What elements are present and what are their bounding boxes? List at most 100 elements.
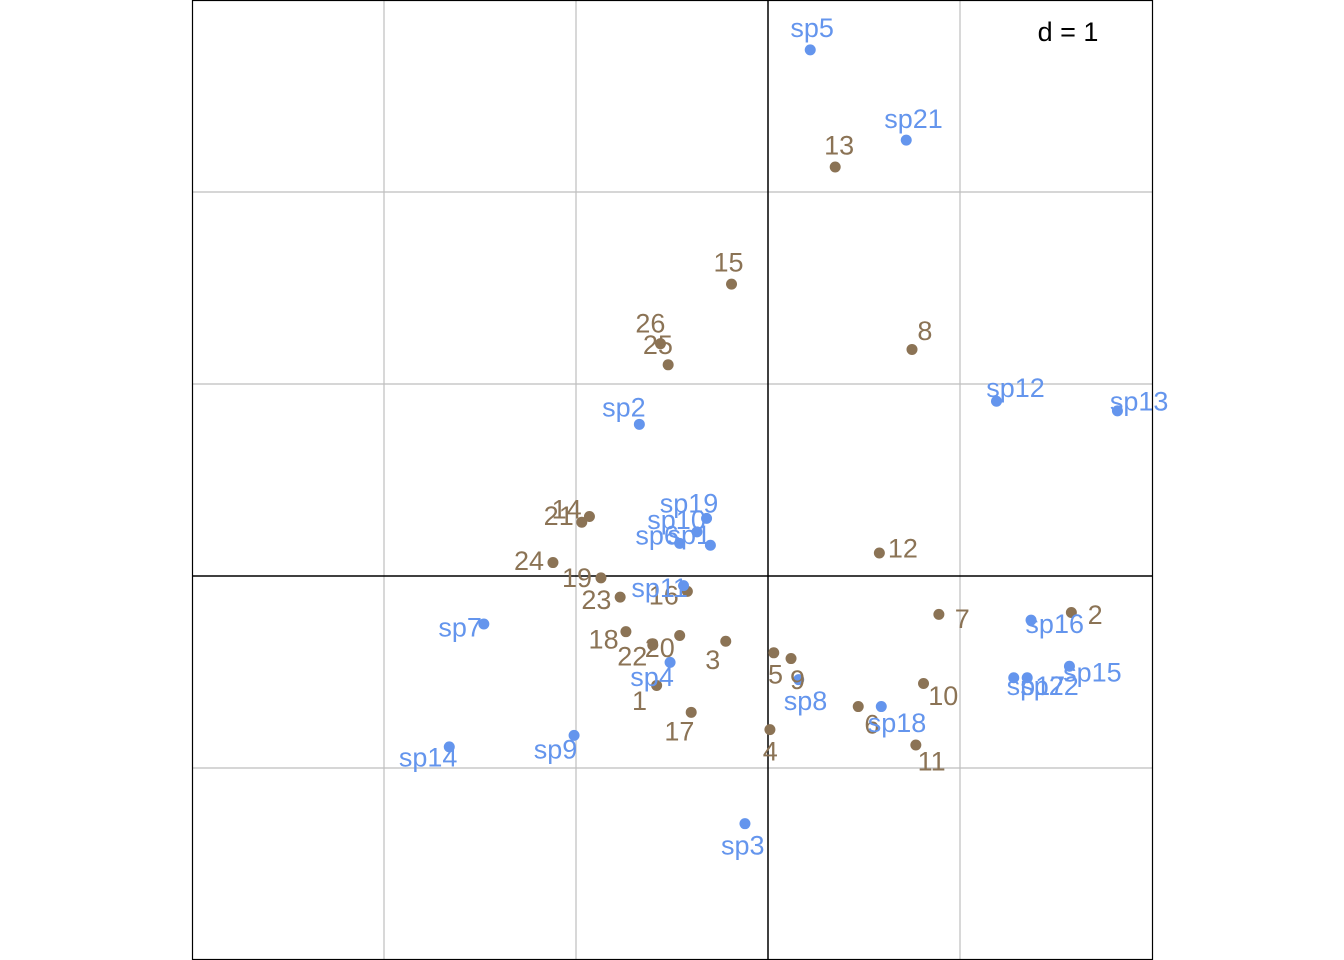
site-point-14 [583, 510, 595, 522]
site-label-1: 1 [632, 686, 647, 716]
site-point-7 [933, 608, 945, 620]
site-point-15 [726, 278, 738, 290]
species-label-sp12: sp12 [986, 373, 1045, 403]
site-point-9 [785, 653, 797, 665]
point-labels: 1234567891011121314151617181920212223242… [399, 13, 1169, 861]
species-point-sp18 [875, 701, 887, 713]
site-point-8 [906, 343, 918, 355]
species-point-sp8 [793, 674, 805, 686]
species-label-sp2: sp2 [602, 393, 646, 423]
data-points [443, 44, 1123, 830]
site-label-10: 10 [928, 681, 958, 711]
species-point-sp6 [674, 537, 686, 549]
species-label-sp6: sp6 [635, 521, 679, 551]
species-point-sp1 [704, 539, 716, 551]
site-point-1 [651, 679, 663, 691]
species-label-sp5: sp5 [790, 13, 834, 43]
species-label-sp15: sp15 [1063, 658, 1122, 688]
species-point-sp22 [1021, 672, 1033, 684]
site-label-22: 22 [617, 641, 647, 671]
site-label-26: 26 [635, 309, 665, 339]
species-label-sp9: sp9 [534, 734, 578, 764]
site-point-26 [654, 338, 666, 350]
site-label-25: 25 [643, 330, 673, 360]
site-label-7: 7 [955, 604, 970, 634]
species-point-sp11 [678, 580, 690, 592]
site-label-15: 15 [714, 247, 744, 277]
scale-label: d = 1 [1038, 17, 1099, 47]
site-point-25 [662, 359, 674, 371]
species-label-sp16: sp16 [1025, 609, 1084, 639]
species-point-sp4 [664, 656, 676, 668]
site-label-19: 19 [562, 563, 592, 593]
species-point-sp16 [1025, 614, 1037, 626]
species-point-sp9 [568, 729, 580, 741]
species-label-sp1: sp1 [667, 520, 711, 550]
site-point-22 [647, 639, 659, 651]
site-label-13: 13 [824, 130, 854, 160]
site-point-13 [829, 161, 841, 173]
species-label-sp17: sp17 [1007, 671, 1066, 701]
site-point-3 [720, 635, 732, 647]
species-label-sp22: sp22 [1020, 671, 1079, 701]
species-point-sp15 [1063, 660, 1075, 672]
site-label-3: 3 [705, 645, 720, 675]
species-point-sp17 [1008, 672, 1020, 684]
site-label-5: 5 [768, 660, 783, 690]
species-point-sp12 [990, 395, 1002, 407]
species-point-sp3 [739, 818, 751, 830]
species-point-sp7 [478, 618, 490, 630]
species-label-sp19: sp19 [660, 488, 719, 518]
species-label-sp14: sp14 [399, 742, 458, 772]
species-label-sp11: sp11 [631, 573, 688, 603]
species-label-sp18: sp18 [868, 708, 927, 738]
species-label-sp13: sp13 [1110, 386, 1169, 416]
site-label-16: 16 [649, 580, 679, 610]
site-point-21 [576, 516, 588, 528]
site-point-10 [918, 678, 930, 690]
site-label-17: 17 [664, 716, 694, 746]
site-point-18 [620, 626, 632, 638]
site-label-12: 12 [888, 534, 918, 564]
site-point-6 [852, 701, 864, 713]
species-label-sp10: sp10 [647, 505, 706, 535]
grid-lines [192, 0, 1152, 960]
site-point-17 [685, 706, 697, 718]
species-point-sp5 [804, 44, 816, 56]
site-point-12 [873, 547, 885, 559]
species-label-sp4: sp4 [630, 662, 674, 692]
site-label-6: 6 [864, 710, 879, 740]
species-point-sp21 [900, 134, 912, 146]
site-point-19 [595, 572, 607, 584]
site-label-4: 4 [763, 737, 778, 767]
origin-axes [192, 0, 1152, 960]
scale-label-box [1020, 12, 1120, 52]
site-point-11 [910, 739, 922, 751]
species-label-sp8: sp8 [784, 686, 828, 716]
site-label-11: 11 [918, 747, 946, 777]
site-label-8: 8 [917, 316, 932, 346]
species-point-sp13 [1111, 405, 1123, 417]
site-point-23 [614, 591, 626, 603]
site-label-2: 2 [1088, 600, 1103, 630]
site-point-2 [1065, 606, 1077, 618]
species-point-sp10 [691, 526, 703, 538]
plot-background [192, 0, 1152, 960]
site-label-14: 14 [552, 495, 582, 525]
site-label-21: 21 [544, 501, 574, 531]
species-point-sp14 [443, 741, 455, 753]
site-label-24: 24 [514, 546, 544, 576]
site-label-9: 9 [790, 665, 805, 695]
site-label-20: 20 [645, 633, 675, 663]
site-point-20 [674, 630, 686, 642]
species-label-sp7: sp7 [438, 613, 482, 643]
site-point-4 [764, 724, 776, 736]
site-point-24 [547, 557, 559, 569]
species-point-sp19 [701, 512, 713, 524]
site-label-18: 18 [589, 625, 619, 655]
species-point-sp2 [633, 418, 645, 430]
site-point-5 [768, 647, 780, 659]
site-label-23: 23 [581, 585, 611, 615]
species-label-sp3: sp3 [721, 831, 765, 861]
